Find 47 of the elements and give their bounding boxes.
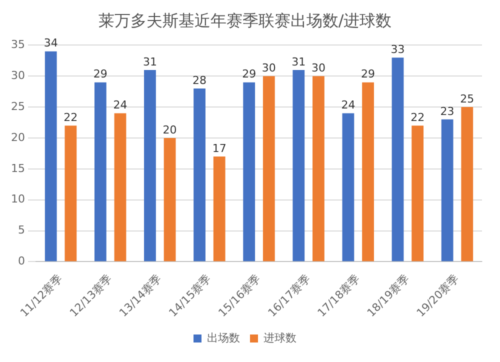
y-tick-label: 25 — [10, 100, 25, 113]
data-label: 22 — [410, 110, 425, 124]
data-label: 24 — [341, 98, 356, 112]
data-label: 25 — [460, 92, 474, 106]
data-label: 30 — [262, 61, 276, 74]
data-label: 29 — [93, 68, 108, 81]
bar — [412, 126, 424, 262]
bar — [342, 113, 354, 262]
y-tick-label: 10 — [10, 192, 25, 206]
bar — [292, 70, 305, 262]
data-label: 29 — [242, 68, 256, 81]
data-label: 30 — [311, 61, 326, 74]
y-tick-label: 15 — [10, 162, 25, 175]
data-label: 23 — [440, 104, 454, 118]
data-label: 28 — [192, 74, 207, 87]
data-label: 31 — [292, 55, 306, 68]
data-label: 20 — [162, 123, 177, 136]
data-label: 34 — [44, 36, 58, 50]
bar — [441, 119, 454, 262]
data-label: 17 — [212, 142, 226, 155]
bar — [164, 138, 176, 262]
data-label: 29 — [361, 68, 376, 81]
y-tick-label: 0 — [18, 254, 25, 268]
bar — [194, 88, 206, 262]
bar — [243, 82, 256, 262]
y-tick-label: 30 — [10, 68, 25, 82]
data-label: 24 — [113, 98, 128, 112]
data-label: 33 — [390, 42, 405, 56]
bar — [362, 82, 374, 262]
bar — [94, 82, 106, 262]
legend-label: 进球数 — [264, 331, 296, 344]
bar — [392, 58, 404, 262]
y-tick-label: 5 — [18, 224, 25, 237]
data-label: 31 — [142, 55, 157, 68]
bar — [262, 76, 275, 262]
bar — [114, 113, 126, 262]
bar — [312, 76, 324, 262]
bar — [213, 156, 226, 262]
bar — [64, 126, 77, 262]
legend-label: 出场数 — [207, 331, 240, 344]
bar — [144, 70, 156, 262]
y-tick-label: 35 — [10, 38, 25, 52]
bar — [461, 107, 474, 262]
bar — [44, 51, 57, 262]
data-label: 22 — [64, 110, 78, 124]
y-tick-label: 20 — [10, 130, 25, 144]
chart-title: 莱万多夫斯基近年赛季联赛出场数/进球数 — [98, 10, 392, 30]
